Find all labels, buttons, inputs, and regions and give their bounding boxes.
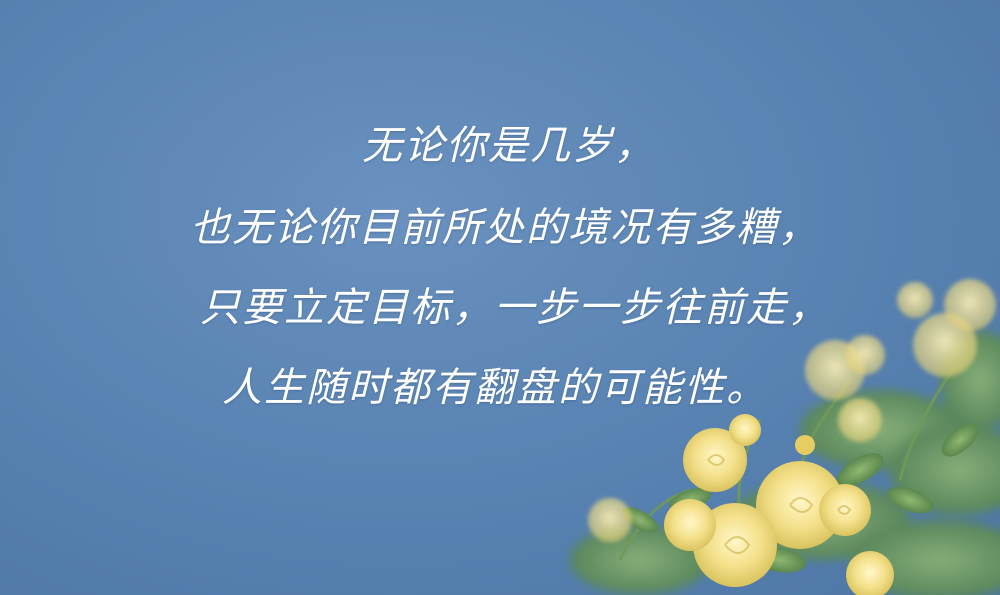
quote-text-block: 无论你是几岁， 也无论你目前所处的境况有多糟， 只要立定目标，一步一步往前走， … — [0, 112, 1000, 432]
quote-line-3: 只要立定目标，一步一步往前走， — [200, 285, 830, 331]
quote-line-1: 无论你是几岁， — [362, 123, 656, 169]
quote-line-2: 也无论你目前所处的境况有多糟， — [190, 205, 820, 251]
quote-line-4: 人生随时都有翻盘的可能性。 — [222, 365, 768, 411]
